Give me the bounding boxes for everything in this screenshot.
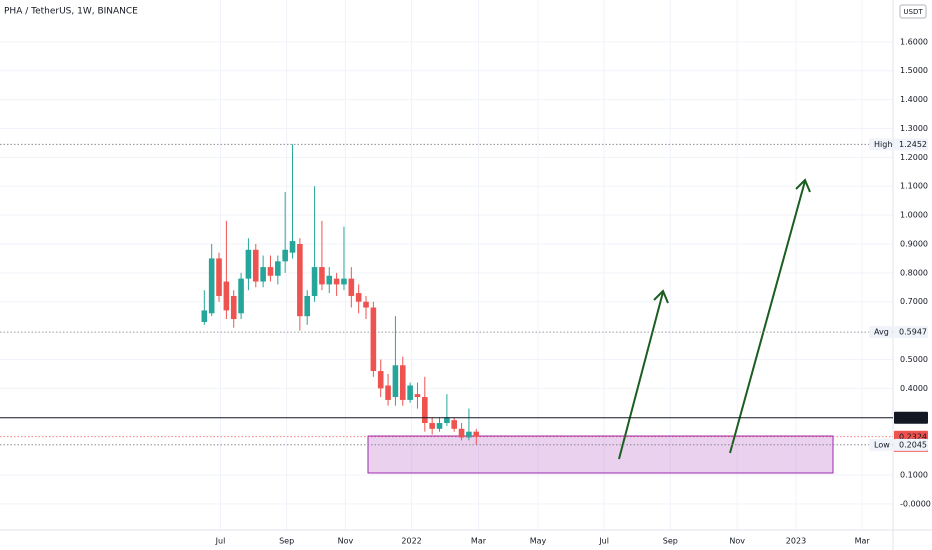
candle-body xyxy=(289,241,296,253)
candle-body xyxy=(436,423,443,429)
currency: USDT xyxy=(903,8,923,16)
y-tick-label: 1.5000 xyxy=(900,66,928,75)
y-tick-label: 1.1000 xyxy=(900,182,928,191)
arrow-head xyxy=(653,289,669,304)
candle-body xyxy=(355,293,362,302)
candle-body xyxy=(392,365,399,398)
candle-body xyxy=(223,281,230,311)
level-name-box xyxy=(869,326,892,339)
candle-body xyxy=(208,258,215,314)
x-tick-label: 2023 xyxy=(786,537,806,546)
candle-body xyxy=(466,431,472,438)
candle-body xyxy=(238,278,244,314)
y-tick-label: 0.4000 xyxy=(900,384,928,393)
candle-body xyxy=(260,267,266,282)
candle-body xyxy=(385,385,391,400)
candle-body xyxy=(326,275,333,285)
candle-body xyxy=(216,258,222,296)
candle-body xyxy=(458,428,465,438)
y-tick-label: 1.3000 xyxy=(900,124,928,133)
arrow xyxy=(729,180,806,454)
candle-body xyxy=(230,295,237,320)
candle-body xyxy=(422,397,428,424)
level-value-box xyxy=(894,138,928,151)
level-name: Avg xyxy=(874,328,889,337)
x-tick-label: Sep xyxy=(663,537,678,546)
zone-rectangle xyxy=(367,435,834,474)
candle-body xyxy=(267,267,274,276)
candle-body xyxy=(451,420,458,429)
candle-body xyxy=(429,423,435,429)
x-tick-label: Mar xyxy=(471,537,487,546)
candle-body xyxy=(297,243,303,317)
x-tick-label: Jul xyxy=(598,537,609,546)
y-tick-label: 1.0000 xyxy=(900,211,928,220)
x-tick-label: May xyxy=(530,537,547,546)
chart-title: PHA / TetherUS, 1W, BINANCE xyxy=(4,7,138,17)
y-tick-label: -0.0000 xyxy=(900,499,931,508)
candle-body xyxy=(348,278,355,296)
level-value: 1.2452 xyxy=(899,140,927,149)
level-value: 0.2045 xyxy=(899,440,927,449)
candle-body xyxy=(282,249,288,262)
currency-box[interactable] xyxy=(899,4,927,19)
x-tick-label: Sep xyxy=(279,537,294,546)
arrow-head xyxy=(795,178,811,193)
y-tick-label: 0.5000 xyxy=(900,355,928,364)
level-name-box xyxy=(869,438,892,451)
candles xyxy=(201,144,480,445)
candle-body xyxy=(304,295,311,317)
y-tick-label: 0.9000 xyxy=(900,239,928,248)
candle-body xyxy=(377,371,384,389)
x-tick-label: Mar xyxy=(855,537,871,546)
level-value-box xyxy=(894,438,928,451)
candle-body xyxy=(275,261,281,276)
candle-body xyxy=(201,310,208,322)
x-tick-label: 2022 xyxy=(401,537,421,546)
level-value: 0.2324 xyxy=(899,432,927,441)
level-name: Low xyxy=(874,440,890,449)
arrow xyxy=(618,291,664,460)
y-tick-label: 1.2000 xyxy=(900,153,928,162)
candle-body xyxy=(407,385,413,400)
y-tick-label: 1.6000 xyxy=(900,37,928,46)
grid xyxy=(0,0,893,530)
level-value-box xyxy=(894,326,928,339)
candle-body xyxy=(414,394,421,398)
y-tick-label: 0.7000 xyxy=(900,297,928,306)
candle-body xyxy=(399,365,406,400)
level-name-box xyxy=(869,138,892,151)
candle-body xyxy=(245,249,252,279)
x-tick-label: Nov xyxy=(338,537,354,546)
candle-body xyxy=(444,417,450,424)
y-tick-label: 1.4000 xyxy=(900,95,928,104)
level-value: 0.5947 xyxy=(899,328,927,337)
level-name: High xyxy=(874,140,892,149)
level-value: 0.2982 xyxy=(899,413,927,422)
x-tick-label: Jul xyxy=(215,537,226,546)
y-tick-label: 0.1000 xyxy=(900,470,928,479)
candle-body xyxy=(473,431,480,437)
candle-body xyxy=(370,307,377,372)
candle-body xyxy=(319,267,325,285)
y-tick-label: 0.8000 xyxy=(900,268,928,277)
candle-body xyxy=(363,301,369,308)
level-value-box xyxy=(894,411,928,424)
x-tick-label: Nov xyxy=(729,537,745,546)
candle-body xyxy=(333,278,340,285)
candle-body xyxy=(311,267,318,296)
candle-body xyxy=(341,278,347,285)
candle-body xyxy=(252,249,259,282)
